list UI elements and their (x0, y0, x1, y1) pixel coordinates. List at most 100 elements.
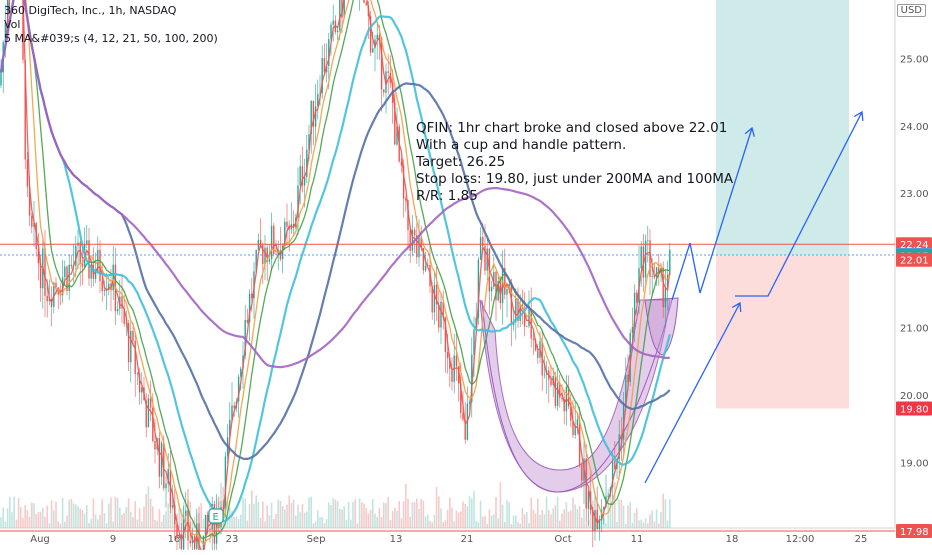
candle-body (79, 242, 81, 264)
volume-bar (622, 505, 625, 528)
candle-body (416, 235, 418, 258)
candle-body (559, 383, 561, 398)
volume-bar (160, 521, 163, 528)
candle-body (477, 259, 480, 318)
volume-bar (380, 517, 383, 528)
volume-bar (169, 506, 172, 528)
candle-body (101, 281, 103, 292)
candle-body (649, 240, 651, 277)
volume-bar (57, 521, 59, 528)
candle-body (471, 354, 473, 403)
projection-arrow[interactable] (671, 127, 753, 301)
volume-bar (378, 507, 381, 528)
candle-body (636, 292, 638, 303)
candle-body (90, 264, 92, 279)
projection-arrow[interactable] (735, 111, 863, 297)
candle-body (528, 309, 530, 327)
volume-bar (328, 502, 330, 528)
moving-average-line[interactable] (0, 0, 671, 555)
volume-bar (400, 518, 403, 528)
candle-body (614, 460, 616, 470)
volume-bar (653, 521, 656, 528)
candle-body (640, 246, 642, 269)
candle-body (662, 267, 664, 308)
candle-body (26, 159, 29, 187)
candle-body (537, 350, 539, 358)
volume-bar (105, 523, 108, 528)
candle-body (275, 253, 277, 255)
volume-bar (37, 512, 40, 528)
candle-body (149, 398, 152, 408)
earnings-marker[interactable] (208, 508, 224, 524)
volume-bar (13, 496, 15, 528)
candle-body (121, 296, 123, 309)
candle-body (440, 301, 442, 328)
moving-average-line[interactable] (0, 0, 671, 523)
volume-bar (149, 498, 152, 528)
candle-body (433, 284, 436, 313)
moving-average-line[interactable] (0, 0, 670, 369)
volume-bar (127, 498, 130, 528)
volume-bar (152, 506, 154, 528)
price-label: 19.80 (900, 404, 929, 415)
volume-bar (281, 506, 284, 528)
candle-body (158, 438, 161, 477)
candle-body (189, 540, 191, 544)
candle-body (607, 495, 609, 497)
candle-body (185, 510, 187, 517)
candle-body (627, 374, 629, 383)
candle-body (209, 528, 211, 530)
candle-body (422, 248, 425, 271)
candle-body (372, 48, 374, 53)
projection-arrow[interactable] (644, 302, 741, 484)
target-zone[interactable] (716, 0, 849, 256)
volume-bar (253, 503, 255, 528)
volume-bar (528, 523, 530, 528)
candle-body (86, 240, 88, 245)
annotation-line: Stop loss: 19.80, just under 200MA and 1… (416, 171, 734, 187)
candle-body (574, 425, 576, 436)
volume-bar (356, 523, 359, 528)
volume-bar (367, 513, 370, 528)
candle-body (303, 177, 306, 186)
volume-bar (482, 516, 484, 528)
trade-annotation[interactable]: QFIN: 1hr chart broke and closed above 2… (416, 120, 733, 205)
volume-bar (125, 506, 128, 528)
candle-body (187, 510, 189, 541)
candle-body (625, 374, 627, 405)
candle-body (596, 509, 598, 530)
volume-bar (231, 510, 233, 528)
volume-bar (339, 508, 341, 528)
candle-body (431, 286, 433, 313)
volume-bar (374, 513, 376, 528)
arrow-head (731, 301, 742, 313)
volume-bar (246, 520, 249, 528)
volume-bar (141, 521, 143, 528)
volume-bar (270, 502, 273, 528)
cup-outline (481, 299, 673, 493)
candle-body (70, 264, 73, 267)
volume-bar (39, 511, 42, 528)
candle-body (473, 329, 475, 355)
volume-bar (365, 507, 367, 528)
moving-average-line[interactable] (0, 0, 671, 546)
handle-shape[interactable] (644, 297, 679, 356)
volume-bar (22, 517, 24, 528)
moving-average-line[interactable] (0, 0, 670, 540)
volume-bar (354, 499, 356, 528)
candle-body (321, 58, 323, 94)
candle-body (418, 237, 420, 258)
volume-bar (55, 501, 57, 528)
volume-bar (453, 521, 455, 528)
volume-bar (130, 511, 132, 528)
currency-badge[interactable]: USD (896, 4, 926, 17)
volume-bar (521, 507, 524, 528)
candle-body (332, 20, 334, 25)
cup-shape[interactable] (479, 299, 671, 493)
candle-body (112, 264, 114, 291)
candle-body (81, 263, 84, 267)
volume-bar (341, 509, 343, 528)
stop-zone[interactable] (716, 255, 849, 409)
